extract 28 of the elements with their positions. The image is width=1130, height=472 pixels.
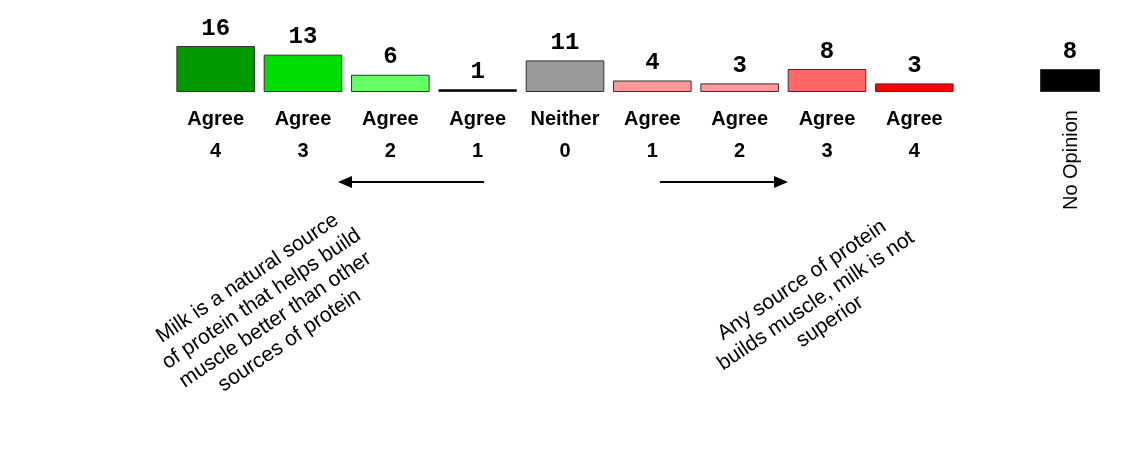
bar — [875, 83, 954, 92]
data-label: 8 — [819, 37, 835, 65]
bar — [263, 54, 343, 92]
data-label: 3 — [907, 51, 922, 79]
data-label: 8 — [1062, 37, 1078, 65]
x-tick-label: Neither 0 — [530, 107, 600, 161]
x-tick-label: Agree 1 — [623, 107, 681, 161]
bar — [176, 46, 255, 92]
bar — [525, 60, 605, 92]
x-tick-label: Agree 3 — [274, 107, 332, 161]
x-tick-label: No Opinion — [1059, 110, 1081, 211]
data-label: 16 — [201, 14, 231, 42]
x-tick-label: Agree 2 — [361, 107, 419, 161]
x-tick-label: Agree 1 — [449, 107, 507, 161]
data-label: 11 — [550, 28, 580, 56]
bar — [700, 83, 779, 92]
x-tick-label: Agree 2 — [711, 107, 769, 161]
data-label: 13 — [288, 23, 318, 51]
x-tick-label: Agree 4 — [885, 107, 943, 161]
bar — [613, 80, 692, 92]
bar — [351, 74, 430, 92]
data-label: 4 — [645, 49, 660, 76]
data-label: 3 — [732, 51, 747, 79]
data-label: 1 — [470, 57, 485, 85]
data-label: 6 — [383, 43, 398, 71]
bar — [787, 69, 867, 92]
x-tick-label: Agree 3 — [798, 107, 856, 161]
x-tick-label: Agree 4 — [187, 107, 245, 161]
